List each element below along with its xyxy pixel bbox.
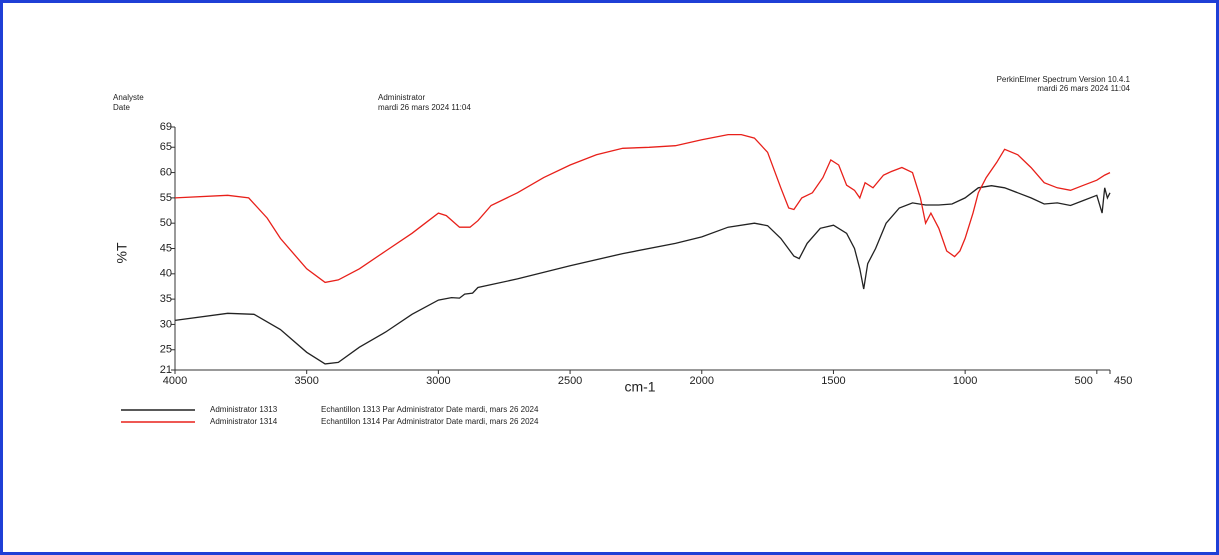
x-tick-label: 1500 — [821, 375, 845, 387]
x-tick-label: 4000 — [163, 375, 187, 387]
y-tick-label: 69 — [160, 121, 172, 133]
y-tick-label: 60 — [160, 166, 172, 178]
x-axis-label: cm-1 — [624, 379, 655, 395]
y-tick-label: 55 — [160, 192, 172, 204]
y-tick-label: 65 — [160, 141, 172, 153]
legend-label: Administrator 1314 — [210, 417, 278, 426]
legend-description: Echantillon 1314 Par Administrator Date … — [321, 417, 539, 426]
x-tick-label: 500 — [1074, 375, 1092, 387]
software: PerkinElmer Spectrum Version 10.4.1 — [997, 75, 1131, 84]
y-tick-label: 21 — [160, 364, 172, 376]
x-tick-label: 2000 — [690, 375, 714, 387]
x-tick-label: 450 — [1114, 375, 1132, 387]
y-tick-label: 45 — [160, 242, 172, 254]
x-tick-label: 3500 — [294, 375, 318, 387]
header-label: Analyste — [113, 93, 144, 102]
software-date: mardi 26 mars 2024 11:04 — [1037, 84, 1130, 93]
x-tick-label: 2500 — [558, 375, 582, 387]
y-axis-label: %T — [114, 242, 130, 263]
x-tick-label: 1000 — [953, 375, 977, 387]
y-tick-label: 35 — [160, 293, 172, 305]
header-value: mardi 26 mars 2024 11:04 — [378, 103, 471, 112]
y-tick-label: 50 — [160, 217, 172, 229]
chart: Analyste Date Administrator mardi 26 mar… — [113, 75, 1132, 426]
y-tick-label: 30 — [160, 318, 172, 330]
y-tick-label: 25 — [160, 344, 172, 356]
legend-description: Echantillon 1313 Par Administrator Date … — [321, 405, 539, 414]
y-tick-label: 40 — [160, 268, 172, 280]
legend-label: Administrator 1313 — [210, 405, 278, 414]
x-tick-label: 3000 — [426, 375, 450, 387]
series-line — [174, 185, 1111, 365]
series-line — [174, 133, 1111, 284]
header-value: Administrator — [378, 93, 425, 102]
header-label: Date — [113, 103, 130, 112]
